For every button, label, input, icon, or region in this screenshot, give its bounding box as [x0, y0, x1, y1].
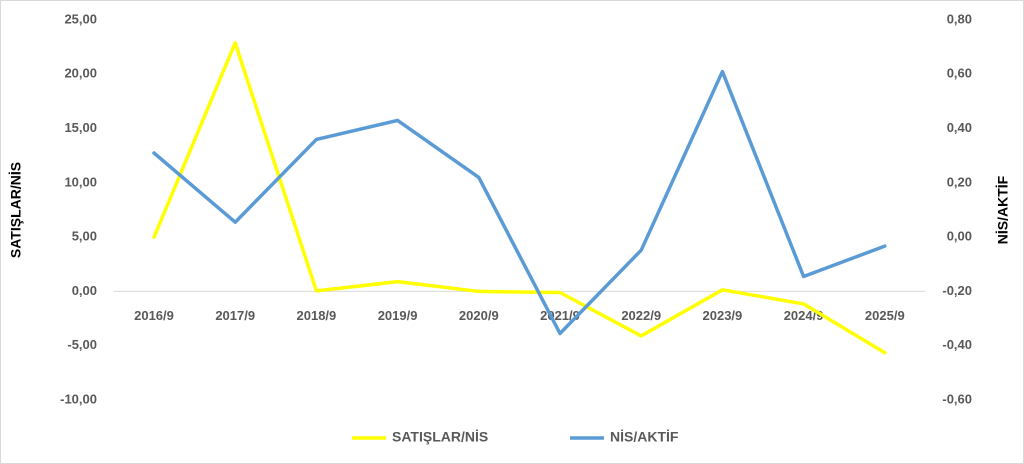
legend-label: NİS/AKTİF [610, 429, 679, 445]
x-tick-label: 2022/9 [621, 308, 661, 323]
x-tick-label: 2019/9 [378, 308, 418, 323]
y-tick-label: 20,00 [64, 66, 97, 81]
y-tick-label: 25,00 [64, 11, 97, 26]
y-tick-label: -10,00 [60, 391, 97, 406]
y2-axis-title: NİS/AKTİF [995, 175, 1011, 244]
y2-tick-label: 0,40 [947, 120, 972, 135]
x-tick-label: 2016/9 [134, 308, 174, 323]
series-line [152, 69, 887, 336]
y-tick-label: 15,00 [64, 120, 97, 135]
y-tick-label: -5,00 [67, 337, 97, 352]
legend-label: SATIŞLAR/NİS [392, 429, 488, 445]
y-tick-label: 10,00 [64, 174, 97, 189]
x-tick-label: 2017/9 [215, 308, 255, 323]
x-tick-label: 2018/9 [297, 308, 337, 323]
x-tick-label: 2025/9 [865, 308, 905, 323]
x-tick-label: 2020/9 [459, 308, 499, 323]
y2-tick-label: 0,80 [947, 11, 972, 26]
y2-tick-label: 0,00 [947, 229, 972, 244]
y2-tick-label: -0,20 [942, 283, 972, 298]
y2-tick-label: 0,20 [947, 174, 972, 189]
y2-tick-label: -0,60 [942, 391, 972, 406]
y-tick-label: 0,00 [72, 283, 97, 298]
x-tick-label: 2023/9 [703, 308, 743, 323]
x-tick-label: 2024/9 [784, 308, 824, 323]
y-axis-title: SATIŞLAR/NİS [8, 162, 24, 258]
y-tick-label: 5,00 [72, 229, 97, 244]
y2-tick-label: -0,40 [942, 337, 972, 352]
series-line [152, 41, 887, 355]
y2-tick-label: 0,60 [947, 66, 972, 81]
